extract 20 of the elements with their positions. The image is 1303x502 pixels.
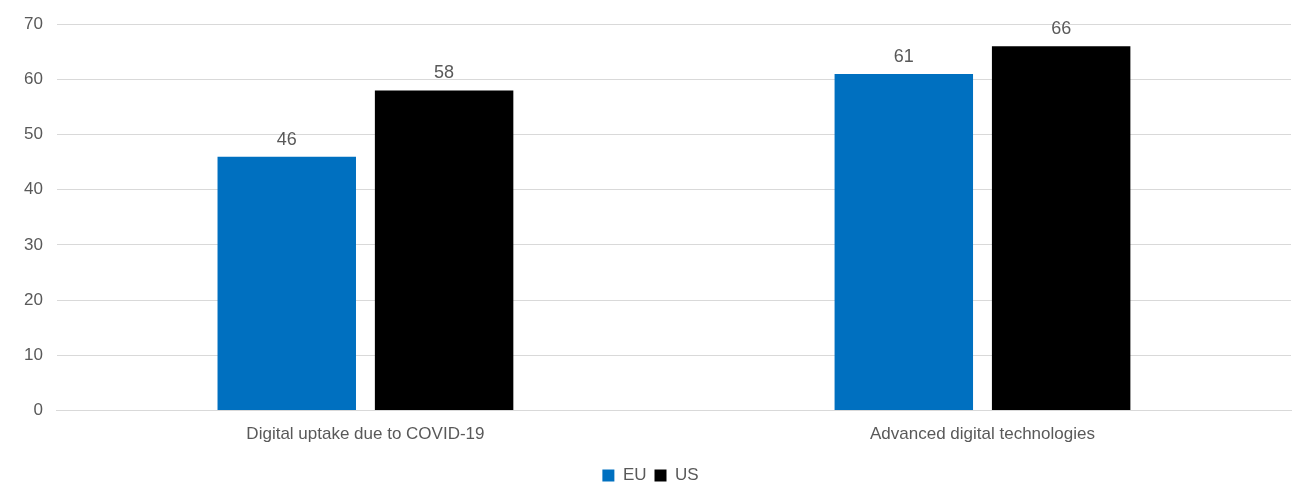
y-tick-label: 30 (23, 234, 43, 254)
bar (834, 73, 974, 411)
legend-label: US (675, 465, 699, 485)
data-label: 46 (276, 128, 297, 149)
x-tick-label: Advanced digital technologies (870, 424, 1095, 444)
bar (991, 46, 1131, 411)
x-tick-label: Digital uptake due to COVID-19 (246, 424, 485, 444)
y-tick-label: 40 (23, 179, 43, 199)
data-label: 66 (1051, 18, 1072, 39)
y-tick-label: 50 (23, 124, 43, 144)
y-tick-label: 60 (23, 69, 43, 89)
y-tick-label: 0 (33, 400, 43, 420)
bar (374, 90, 514, 411)
data-label: 61 (893, 45, 914, 66)
y-tick-label: 70 (23, 13, 43, 33)
legend-label: EU (622, 465, 647, 485)
data-label: 58 (434, 62, 455, 83)
y-tick-label: 10 (23, 345, 43, 365)
y-tick-label: 20 (23, 289, 43, 309)
bar (217, 156, 356, 411)
